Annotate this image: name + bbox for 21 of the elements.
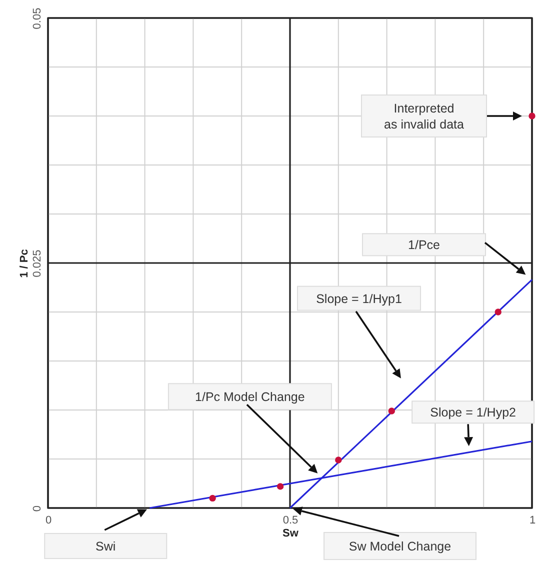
annotation: 1/Pce	[408, 238, 440, 252]
text: Swi	[96, 540, 116, 554]
point	[276, 483, 284, 490]
x-axis-title: Sw	[282, 528, 299, 540]
point	[388, 408, 395, 414]
text: Sw Model Change	[348, 540, 452, 554]
point	[494, 308, 502, 316]
annotation: Slope = 1/Hyp1	[316, 292, 402, 306]
annotation: Interpreted as invalid data	[384, 102, 464, 132]
x-tick-label: 0.5	[282, 514, 298, 526]
y-tick-label: 0.025	[32, 250, 44, 278]
y-tick-label: 0	[32, 505, 44, 512]
x-tick-label: 0	[45, 514, 52, 526]
annotation: 1/Pc Model Change	[195, 390, 305, 404]
point	[335, 456, 342, 464]
annotation: Slope = 1/Hyp2	[430, 406, 516, 420]
point	[209, 494, 216, 502]
y-axis-title: 1 / Pc	[18, 249, 30, 278]
y-tick-label: 0.05	[32, 8, 44, 30]
point	[528, 112, 536, 120]
x-tick-label: 1	[529, 514, 536, 526]
